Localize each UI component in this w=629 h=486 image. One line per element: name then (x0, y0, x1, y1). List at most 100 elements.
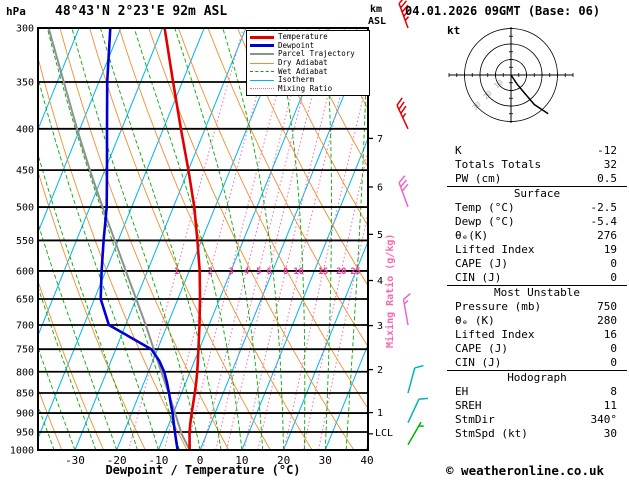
stats-value: 16 (603, 328, 617, 341)
svg-text:1: 1 (174, 267, 179, 277)
wind-barb (407, 421, 424, 446)
stats-row: θₑ (K) 280 (447, 314, 627, 328)
lcl-marker-label: LCL (375, 428, 394, 439)
svg-text:300: 300 (16, 24, 34, 35)
legend-line-sample (250, 71, 274, 73)
asl-unit-label: ASL (368, 16, 387, 27)
sounding-curves (47, 28, 202, 450)
legend-label: Temperature (278, 32, 328, 42)
stats-row: CAPE (J) 0 (447, 257, 627, 271)
stats-row: PW (cm) 0.5 (447, 172, 627, 186)
station-title: 48°43'N 2°23'E 92m ASL (55, 4, 228, 19)
svg-text:10: 10 (293, 267, 303, 277)
chart-frame (37, 27, 369, 451)
stats-label: Lifted Index (455, 328, 535, 341)
stats-label: StmDir (455, 413, 495, 426)
svg-text:6: 6 (377, 182, 383, 193)
svg-text:8: 8 (283, 267, 288, 277)
hodograph (448, 27, 574, 123)
wind-barb (407, 397, 429, 423)
svg-text:7: 7 (377, 134, 383, 145)
svg-text:-20: -20 (107, 454, 127, 467)
stats-value: 0.5 (597, 172, 617, 185)
stats-label: Dewp (°C) (455, 215, 515, 228)
stats-label: Temp (°C) (455, 201, 515, 214)
stats-row: CIN (J) 0 (447, 271, 627, 285)
svg-text:0: 0 (197, 454, 204, 467)
parcel-trajectory-curve (47, 28, 191, 450)
legend-label: Mixing Ratio (278, 83, 333, 93)
stats-value: 280 (597, 314, 617, 327)
stats-section-title: Most Unstable (447, 285, 627, 300)
stats-value: 340° (590, 413, 618, 426)
stats-value: 0 (610, 271, 617, 284)
hodograph-trace (510, 74, 549, 115)
stats-row: CAPE (J) 0 (447, 342, 627, 356)
legend-item: Wet Adiabat (250, 67, 366, 76)
svg-text:10: 10 (235, 454, 248, 467)
svg-text:5: 5 (256, 267, 261, 277)
wind-barb (407, 364, 424, 394)
stats-label: K (455, 144, 462, 157)
temperature-curve (163, 28, 202, 450)
legend-box: Temperature Dewpoint Parcel Trajectory Dry … (246, 30, 370, 97)
stats-row: StmSpd (kt) 30 (447, 427, 627, 441)
stats-label: SREH (455, 399, 482, 412)
km-axis: 1 2 3 4 5 6 7 (368, 134, 383, 419)
x-axis-title: Dewpoint / Temperature (°C) (105, 463, 301, 477)
stats-value: 276 (597, 229, 617, 242)
stats-value: 750 (597, 300, 617, 313)
svg-text:4: 4 (244, 267, 249, 277)
stats-value: 8 (610, 385, 617, 398)
stats-value: 0 (610, 342, 617, 355)
svg-text:750: 750 (16, 345, 34, 356)
stats-value: -12 (597, 144, 617, 157)
legend-line-sample (250, 53, 274, 56)
stats-row: Totals Totals 32 (447, 158, 627, 172)
stats-row: θₑ(K) 276 (447, 229, 627, 243)
legend-line-sample (250, 62, 274, 64)
svg-text:3: 3 (229, 267, 234, 277)
legend-line-sample (250, 88, 274, 90)
legend-item: Dry Adiabat (250, 59, 366, 68)
stats-row: CIN (J) 0 (447, 356, 627, 370)
legend-label: Isotherm (278, 75, 315, 85)
svg-text:25: 25 (350, 267, 360, 277)
stats-value: 32 (603, 158, 617, 171)
svg-text:950: 950 (16, 428, 34, 439)
legend-item: Mixing Ratio (250, 83, 366, 94)
svg-text:20: 20 (336, 267, 346, 277)
legend-item: Temperature (250, 33, 366, 42)
legend-line-sample (250, 44, 274, 48)
stats-row: Dewp (°C) -5.4 (447, 215, 627, 229)
svg-text:-10: -10 (148, 454, 168, 467)
stats-panel: K -12 Totals Totals 32 PW (cm) 0.5 Surface Temp… (447, 144, 627, 441)
svg-text:1000: 1000 (10, 446, 34, 457)
svg-text:400: 400 (16, 124, 34, 135)
stats-value: -5.4 (590, 215, 618, 228)
stats-section-title: Surface (447, 186, 627, 201)
stats-label: θₑ (K) (455, 314, 495, 327)
svg-text:600: 600 (16, 267, 34, 278)
wind-barb (398, 175, 409, 208)
stats-label: Totals Totals (455, 158, 542, 171)
wind-barb (396, 97, 409, 130)
stats-value: -2.5 (590, 201, 618, 214)
stats-label: StmSpd (kt) (455, 427, 528, 440)
svg-text:40: 40 (360, 454, 373, 467)
dewpoint-curve (99, 28, 179, 450)
stats-row: K -12 (447, 144, 627, 158)
svg-text:4: 4 (377, 276, 383, 287)
svg-text:700: 700 (16, 321, 34, 332)
legend-line-sample (250, 79, 274, 81)
stats-label: θₑ(K) (455, 229, 489, 242)
stats-label: Pressure (mb) (455, 300, 542, 313)
legend-item: Parcel Trajectory (250, 50, 366, 59)
copyright-label: © weatheronline.co.uk (446, 463, 605, 478)
stats-value: 11 (603, 399, 617, 412)
stats-row: StmDir 340° (447, 413, 627, 427)
stats-value: 19 (603, 243, 617, 256)
stats-value: 30 (603, 427, 617, 440)
